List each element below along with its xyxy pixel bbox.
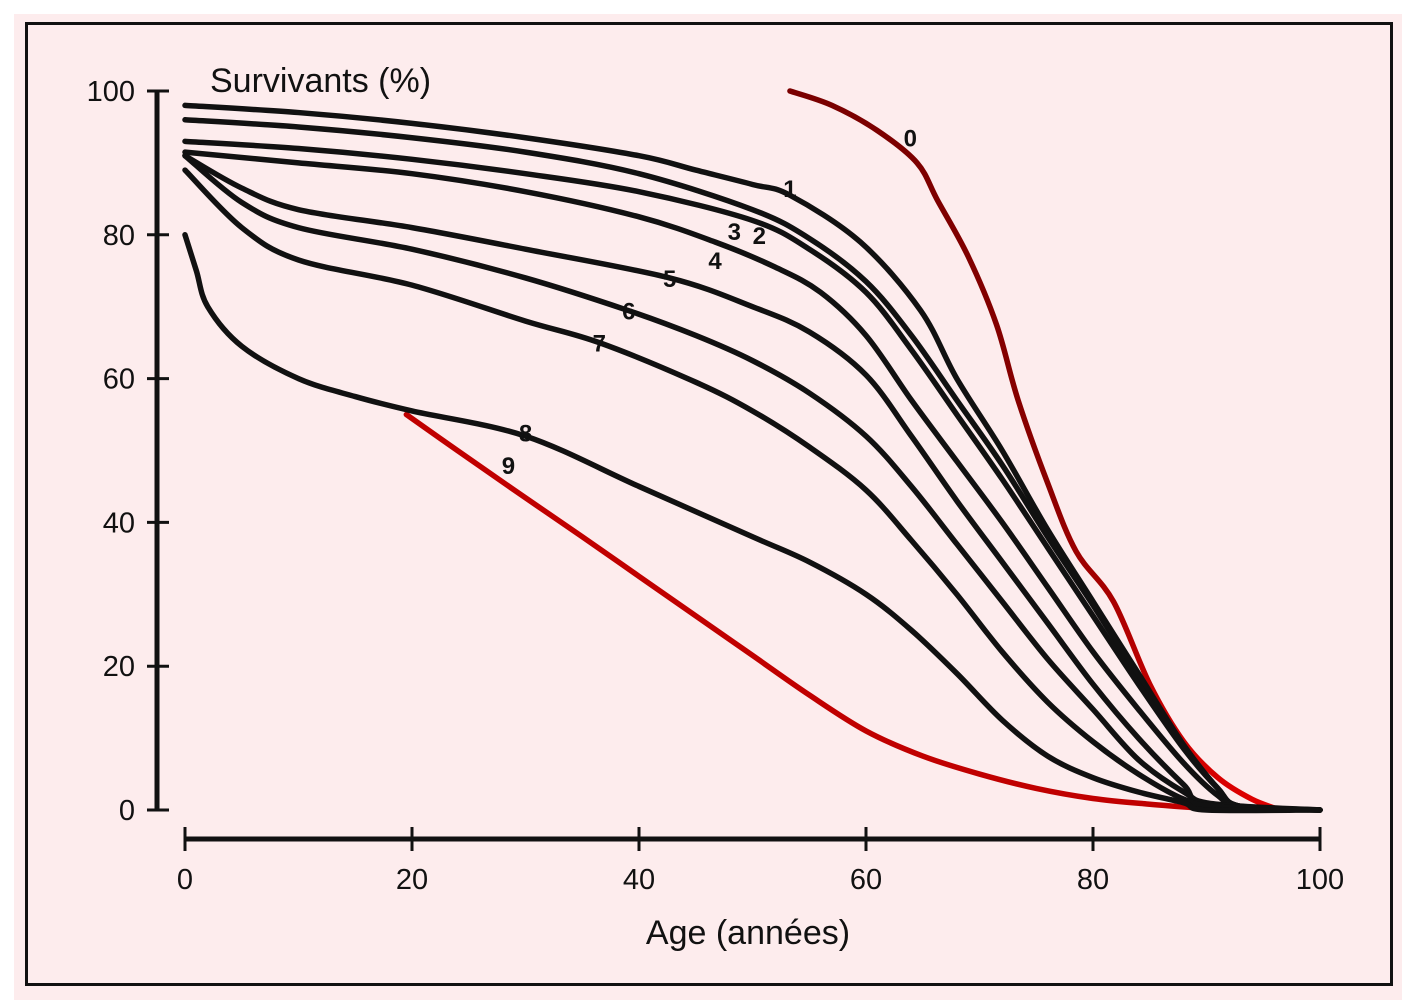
curve-label-6: 6 (622, 298, 635, 325)
y-tick-label: 40 (103, 507, 135, 539)
y-tick-label: 100 (87, 76, 135, 108)
x-tick-label: 80 (1077, 864, 1109, 896)
y-tick-label: 60 (103, 364, 135, 396)
x-tick-label: 100 (1296, 864, 1344, 896)
curve-label-8: 8 (519, 421, 532, 448)
curve-label-3: 3 (728, 219, 741, 246)
curve-label-9: 9 (502, 453, 515, 480)
survival-curve-8 (182, 232, 1323, 814)
x-axis-title: Age (années) (646, 914, 850, 952)
x-tick-label: 0 (177, 864, 193, 896)
curve-label-1: 1 (783, 176, 796, 203)
curve-label-7: 7 (593, 331, 606, 358)
y-axis-title: Survivants (%) (210, 62, 431, 100)
survival-curve-7 (182, 167, 1323, 813)
survival-curve-0 (787, 88, 1284, 813)
survival-curve-3 (182, 138, 1323, 813)
x-tick-label: 40 (623, 864, 655, 896)
curve-label-2: 2 (753, 223, 766, 250)
x-tick-label: 20 (396, 864, 428, 896)
curve-label-5: 5 (663, 266, 676, 293)
curve-label-0: 0 (904, 126, 917, 153)
survival-curve-9 (403, 411, 1232, 813)
survival-curve-4 (182, 149, 1323, 813)
curves (182, 88, 1323, 814)
y-tick-label: 80 (103, 220, 135, 252)
curve-label-4: 4 (708, 248, 722, 275)
y-tick-label: 0 (119, 795, 135, 827)
chart-frame (25, 22, 1393, 986)
survival-curve-5 (182, 152, 1323, 813)
x-tick-label: 60 (850, 864, 882, 896)
survival-curve-6 (182, 152, 1323, 813)
y-tick-label: 20 (103, 651, 135, 683)
